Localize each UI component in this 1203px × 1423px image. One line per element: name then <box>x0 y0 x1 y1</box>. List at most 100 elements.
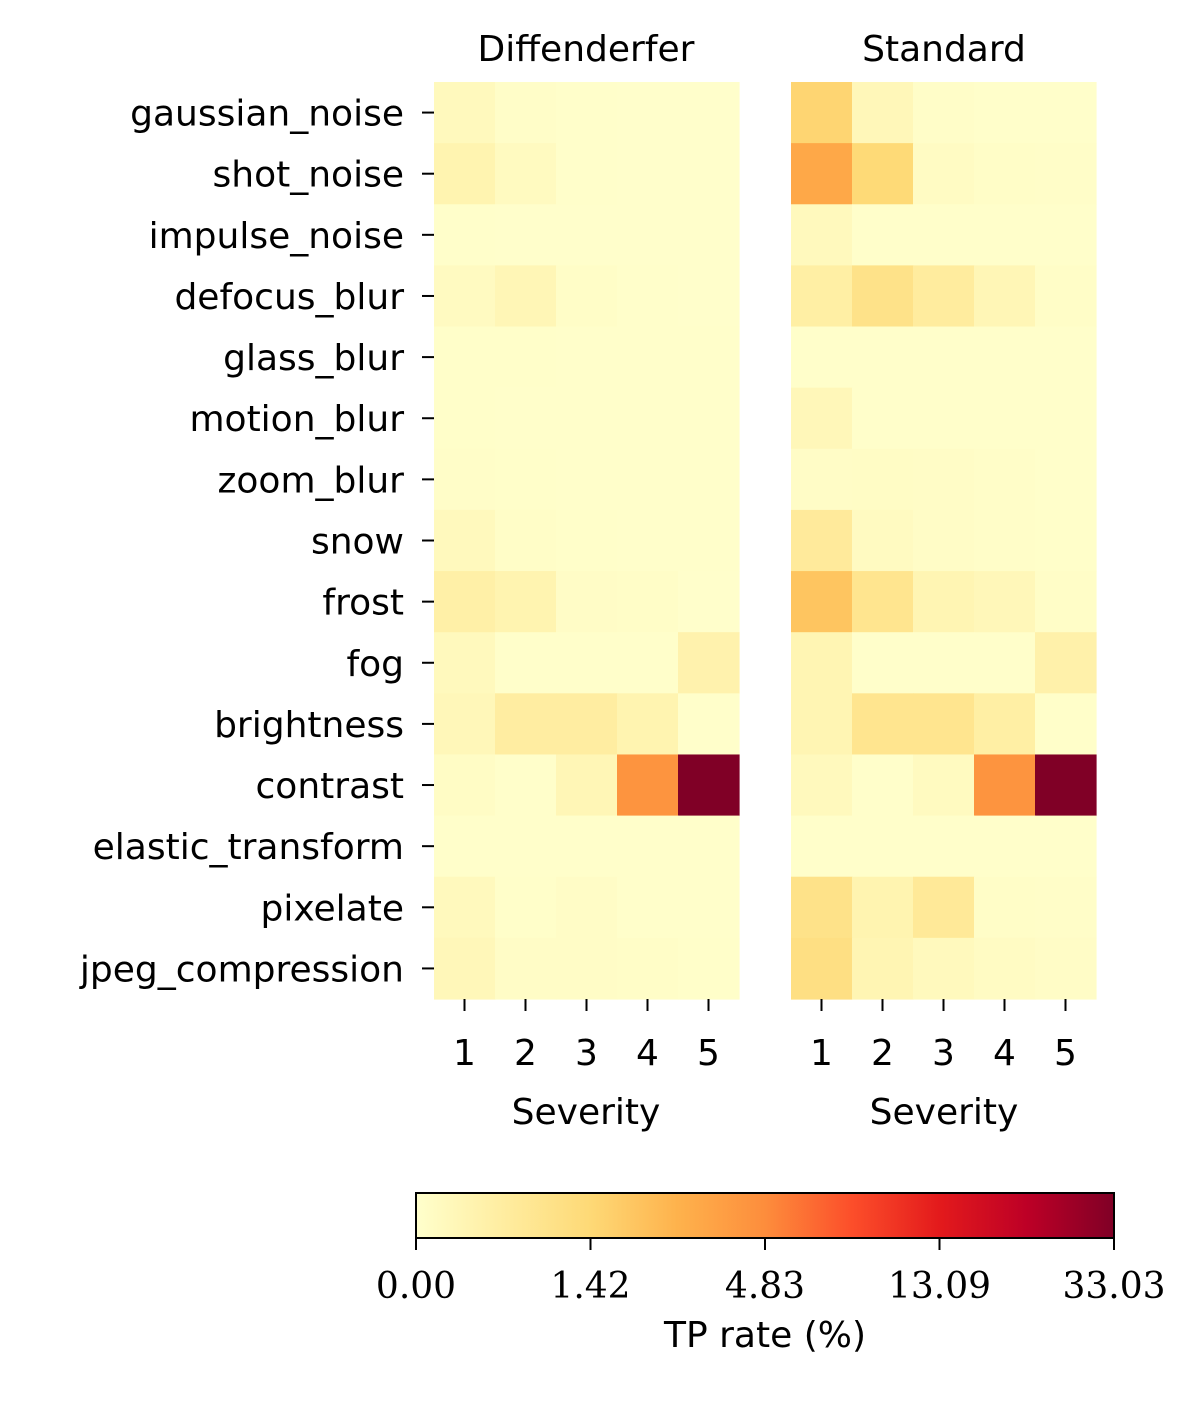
heatmap-cell <box>1035 82 1097 144</box>
heatmap-cell <box>678 326 740 389</box>
heatmap-cell <box>1035 937 1097 1000</box>
heatmap-cell <box>556 387 618 450</box>
heatmap-cell <box>617 326 679 389</box>
heatmap-cell <box>1035 204 1097 266</box>
heatmap-cell <box>791 876 853 939</box>
heatmap-cell <box>495 326 557 389</box>
heatmap-cell <box>1035 632 1097 694</box>
heatmap-cell <box>556 876 618 939</box>
heatmap-cell <box>434 937 496 1000</box>
x-tick-label: 3 <box>932 1033 955 1074</box>
x-tick-label: 4 <box>993 1033 1016 1074</box>
heatmap-cell <box>852 204 914 266</box>
heatmap-cell <box>913 815 975 878</box>
heatmap-cell <box>434 571 496 633</box>
heatmap-cell <box>1035 876 1097 939</box>
y-axis: gaussian_noise shot_noise impulse_noisedef… <box>79 94 434 990</box>
y-tick-label: impulse_noise <box>149 216 404 257</box>
heatmap-cell <box>556 815 618 878</box>
heatmap-cell <box>974 448 1036 511</box>
colorbar-tick-label: 0.00 <box>376 1266 456 1307</box>
heatmap-cell <box>678 448 740 511</box>
heatmap-cell <box>1035 448 1097 511</box>
x-tick-label: 5 <box>1054 1033 1077 1074</box>
heatmap-cell <box>556 82 618 144</box>
heatmap-cell <box>791 632 853 694</box>
heatmap-cell <box>913 204 975 266</box>
heatmap-cell <box>791 815 853 878</box>
heatmap-cell <box>791 387 853 450</box>
heatmap-cell <box>913 143 975 205</box>
heatmap-cell <box>678 82 740 144</box>
heatmap-cell <box>791 448 853 511</box>
heatmap-cell <box>1035 326 1097 389</box>
heatmap-cell <box>617 204 679 266</box>
heatmap-cell <box>852 876 914 939</box>
heatmap-cell <box>434 265 496 328</box>
heatmap-cell <box>852 815 914 878</box>
heatmap-cell <box>556 265 618 328</box>
heatmap-cell <box>434 204 496 266</box>
heatmap-cell <box>434 754 496 817</box>
y-tick-label: snow <box>311 522 404 563</box>
heatmap-cell <box>1035 693 1097 756</box>
heatmap-cell <box>974 876 1036 939</box>
heatmap-cell <box>974 754 1036 817</box>
heatmap-cell <box>852 571 914 633</box>
heatmap-cell <box>434 448 496 511</box>
heatmap-cell <box>791 693 853 756</box>
x-tick-label: 1 <box>453 1033 476 1074</box>
heatmap-cell <box>495 204 557 266</box>
heatmap-cell <box>678 632 740 694</box>
heatmap-cell <box>791 265 853 328</box>
heatmap-cell <box>913 326 975 389</box>
y-tick-label: gaussian_noise <box>130 94 404 135</box>
heatmap-cell <box>913 937 975 1000</box>
colorbar-tick-label: 4.83 <box>725 1266 805 1307</box>
y-tick-label: fog <box>346 644 404 685</box>
heatmap-cell <box>495 265 557 328</box>
colorbar-tick-label: 1.42 <box>550 1266 630 1307</box>
heatmap-panel-standard <box>791 82 1097 1000</box>
y-tick-label: brightness <box>214 705 404 746</box>
heatmap-cell <box>1035 265 1097 328</box>
heatmap-cell <box>617 509 679 572</box>
y-tick-label: shot_noise <box>213 155 404 196</box>
panel-title-diffenderfer: Diffenderfer <box>478 29 695 70</box>
heatmap-cell <box>791 754 853 817</box>
heatmap-cell <box>852 632 914 694</box>
heatmap-cell <box>1035 143 1097 205</box>
heatmap-cell <box>617 82 679 144</box>
heatmap-cell <box>974 265 1036 328</box>
heatmap-cell <box>974 693 1036 756</box>
x-tick-label: 3 <box>575 1033 598 1074</box>
heatmap-cell <box>495 632 557 694</box>
heatmap-cell <box>495 693 557 756</box>
heatmap-cell <box>678 204 740 266</box>
heatmap-cell <box>974 815 1036 878</box>
heatmap-cell <box>791 82 853 144</box>
heatmap-cell <box>1035 509 1097 572</box>
heatmap-cell <box>434 509 496 572</box>
heatmap-cell <box>495 448 557 511</box>
y-tick-label: motion_blur <box>189 399 404 440</box>
heatmap-cell <box>913 754 975 817</box>
heatmap-cell <box>852 754 914 817</box>
heatmap-cell <box>1035 815 1097 878</box>
heatmap-cell <box>556 632 618 694</box>
heatmap-cell <box>678 937 740 1000</box>
heatmap-cell <box>852 82 914 144</box>
heatmap-cell <box>617 937 679 1000</box>
x-axis-label-diffenderfer: Severity <box>512 1092 661 1133</box>
y-tick-label: contrast <box>256 766 404 807</box>
x-tick-label: 2 <box>514 1033 537 1074</box>
heatmap-cell <box>495 876 557 939</box>
heatmap-cell <box>556 693 618 756</box>
heatmap-cell <box>852 143 914 205</box>
heatmap-cell <box>974 143 1036 205</box>
heatmap-cell <box>1035 571 1097 633</box>
heatmap-cell <box>791 204 853 266</box>
heatmap-cell <box>495 509 557 572</box>
heatmap-cell <box>1035 754 1097 817</box>
heatmap-cell <box>974 82 1036 144</box>
